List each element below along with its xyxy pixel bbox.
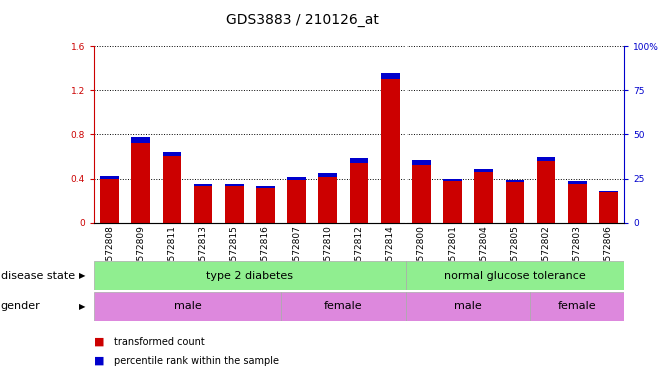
Bar (381, 73, 399, 79)
Text: percentile rank within the sample: percentile rank within the sample (114, 356, 279, 366)
Bar (350, 162, 368, 223)
Text: type 2 diabetes: type 2 diabetes (207, 270, 293, 281)
Bar (531, 292, 624, 321)
Bar (568, 184, 586, 223)
Text: male: male (174, 301, 201, 311)
Text: ▶: ▶ (79, 271, 86, 280)
Bar (412, 160, 431, 165)
Bar (194, 186, 213, 223)
Text: female: female (558, 301, 597, 311)
Bar (474, 172, 493, 223)
Bar (537, 161, 556, 223)
Text: gender: gender (1, 301, 40, 311)
Bar (474, 169, 493, 172)
Text: male: male (454, 301, 482, 311)
Bar (132, 137, 150, 143)
Bar (319, 177, 337, 223)
Text: GDS3883 / 210126_at: GDS3883 / 210126_at (225, 13, 378, 27)
Text: ■: ■ (94, 356, 105, 366)
Bar (94, 261, 406, 290)
Bar (225, 184, 244, 186)
Text: transformed count: transformed count (114, 337, 205, 347)
Bar (319, 173, 337, 177)
Text: ■: ■ (94, 337, 105, 347)
Bar (599, 192, 618, 223)
Bar (406, 261, 624, 290)
Text: normal glucose tolerance: normal glucose tolerance (444, 270, 586, 281)
Bar (100, 179, 119, 223)
Bar (568, 180, 586, 184)
Bar (287, 177, 306, 180)
Bar (256, 188, 275, 223)
Bar (132, 143, 150, 223)
Text: female: female (324, 301, 363, 311)
Bar (505, 182, 524, 223)
Bar (100, 176, 119, 179)
Bar (505, 180, 524, 182)
Text: disease state: disease state (1, 270, 74, 281)
Bar (281, 292, 406, 321)
Bar (599, 190, 618, 192)
Bar (225, 186, 244, 223)
Bar (350, 158, 368, 162)
Bar (443, 179, 462, 181)
Bar (162, 157, 181, 223)
Bar (256, 186, 275, 188)
Bar (94, 292, 281, 321)
Bar (194, 184, 213, 186)
Bar (537, 157, 556, 161)
Text: ▶: ▶ (79, 302, 86, 311)
Bar (412, 165, 431, 223)
Bar (406, 292, 531, 321)
Bar (287, 180, 306, 223)
Bar (443, 181, 462, 223)
Bar (381, 79, 399, 223)
Bar (162, 152, 181, 157)
